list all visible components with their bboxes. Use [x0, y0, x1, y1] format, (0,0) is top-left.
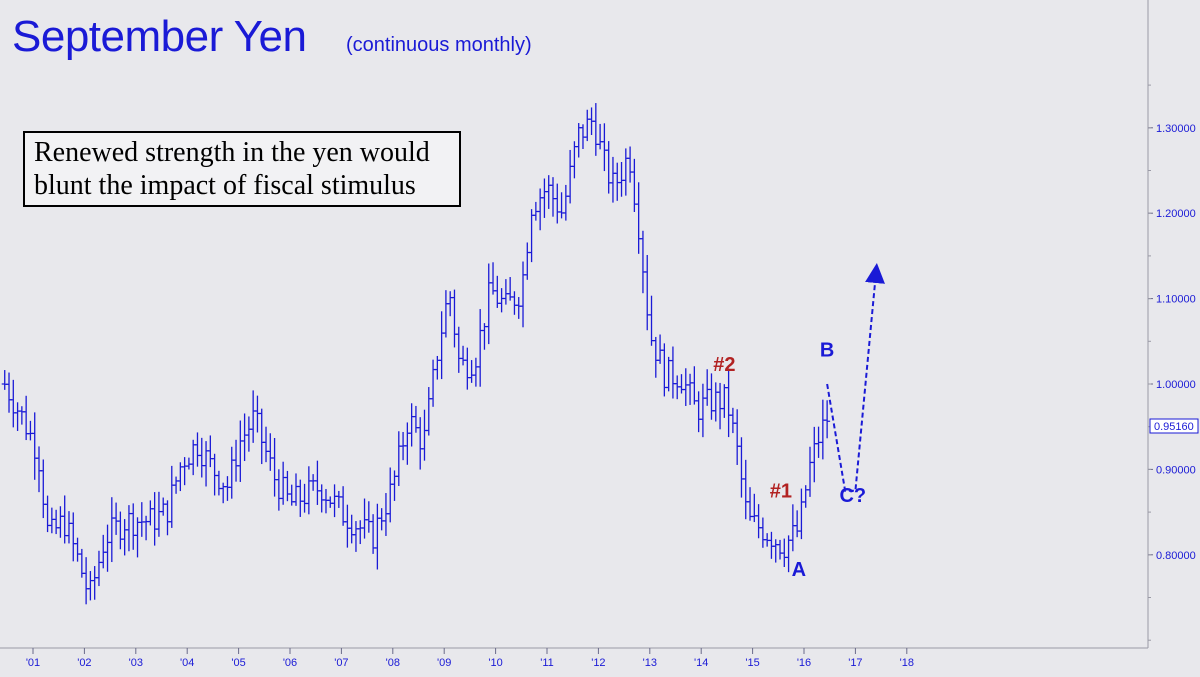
- x-tick-label: '13: [643, 657, 657, 669]
- y-tick-label: 1.10000: [1156, 294, 1196, 306]
- x-tick-label: '18: [900, 657, 914, 669]
- x-tick-label: '08: [386, 657, 400, 669]
- x-tick-label: '16: [797, 657, 811, 669]
- x-tick-label: '03: [129, 657, 143, 669]
- wave-label: #1: [770, 481, 792, 503]
- x-tick-label: '10: [488, 657, 502, 669]
- y-tick-label: 1.30000: [1156, 123, 1196, 135]
- annotation-box: Renewed strength in the yen would blunt …: [23, 131, 461, 207]
- x-tick-label: '05: [231, 657, 245, 669]
- x-tick-label: '14: [694, 657, 708, 669]
- x-tick-label: '01: [26, 657, 40, 669]
- x-tick-label: '04: [180, 657, 194, 669]
- x-tick-label: '15: [745, 657, 759, 669]
- y-tick-label: 0.90000: [1156, 464, 1196, 476]
- y-tick-label: 0.80000: [1156, 550, 1196, 562]
- x-tick-label: '17: [848, 657, 862, 669]
- projection-path: [826, 263, 885, 492]
- wave-label: A: [792, 559, 806, 581]
- last-price-label: 0.95160: [1154, 421, 1194, 433]
- x-tick-label: '07: [334, 657, 348, 669]
- x-tick-label: '11: [540, 657, 554, 669]
- x-tick-label: '12: [591, 657, 605, 669]
- x-tick-label: '09: [437, 657, 451, 669]
- wave-label: B: [820, 340, 834, 362]
- wave-label: C?: [839, 485, 866, 507]
- annotation-line-2: blunt the impact of fiscal stimulus: [34, 170, 416, 201]
- last-price-tag: [1149, 418, 1199, 434]
- y-tick-label: 1.00000: [1156, 379, 1196, 391]
- x-tick-label: '02: [77, 657, 91, 669]
- wave-label: #2: [713, 354, 735, 376]
- chart-subtitle: (continuous monthly): [346, 34, 532, 56]
- chart-title: September Yen: [12, 12, 307, 61]
- annotation-line-1: Renewed strength in the yen would: [34, 137, 430, 168]
- x-tick-label: '06: [283, 657, 297, 669]
- y-tick-label: 1.20000: [1156, 208, 1196, 220]
